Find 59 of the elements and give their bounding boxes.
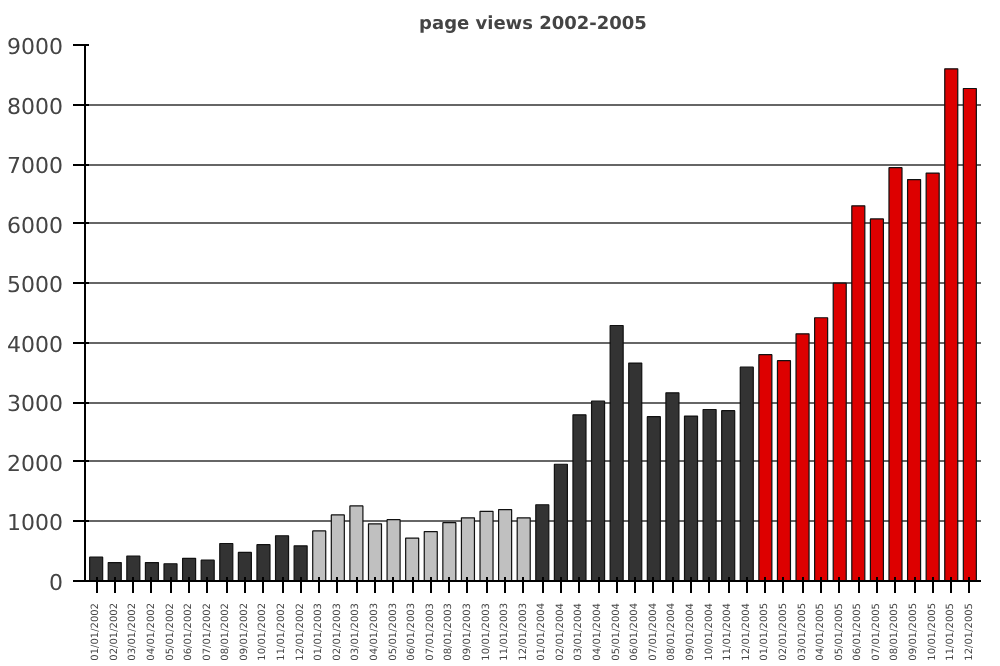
bar <box>274 535 290 581</box>
bar <box>498 508 513 581</box>
bar <box>126 555 141 581</box>
bar <box>944 68 959 581</box>
bar <box>906 179 922 581</box>
y-tick-label: 1000 <box>7 510 64 537</box>
y-tick-label: 0 <box>49 570 63 596</box>
bar <box>776 360 792 581</box>
bar <box>851 205 866 581</box>
bar <box>256 544 271 581</box>
bar <box>163 563 178 581</box>
bar <box>293 545 308 581</box>
bar <box>683 415 699 581</box>
bar <box>535 504 550 581</box>
bar <box>553 463 568 581</box>
bar <box>200 559 215 581</box>
y-tick-label: 4000 <box>7 331 64 358</box>
bar <box>888 167 903 581</box>
bar <box>628 362 643 581</box>
bar <box>89 556 104 581</box>
bar <box>460 517 476 581</box>
bar <box>516 517 531 581</box>
bar <box>386 519 401 581</box>
bar <box>832 282 847 581</box>
y-tick-label: 8000 <box>7 93 64 120</box>
y-tick-label: 2000 <box>7 450 64 477</box>
bar <box>479 510 494 581</box>
bar <box>646 416 661 581</box>
bar <box>219 542 234 581</box>
bar <box>925 172 940 581</box>
y-tick-label: 7000 <box>7 153 64 180</box>
bar <box>349 505 364 581</box>
bar <box>107 561 122 581</box>
bar <box>758 354 773 581</box>
bar <box>814 317 829 581</box>
bar <box>144 561 160 581</box>
bar <box>312 530 327 581</box>
bar <box>442 522 457 581</box>
bar <box>721 410 736 581</box>
y-tick-label: 6000 <box>7 212 64 239</box>
bar <box>795 333 810 581</box>
bar <box>962 87 977 581</box>
bar <box>590 400 606 581</box>
bar <box>869 218 885 581</box>
bar <box>665 392 680 581</box>
y-tick-label: 9000 <box>7 34 64 60</box>
bar <box>572 414 587 581</box>
bar <box>739 366 754 581</box>
bar <box>237 551 252 581</box>
bar <box>702 408 717 581</box>
bar <box>330 514 345 581</box>
chart-title: page views 2002-2005 <box>419 15 647 35</box>
bar <box>609 324 624 581</box>
y-tick-label: 3000 <box>7 391 64 418</box>
y-tick-label: 5000 <box>7 272 64 299</box>
bar <box>405 537 420 581</box>
bar <box>367 523 383 581</box>
bar <box>181 557 197 581</box>
bar <box>423 530 438 581</box>
